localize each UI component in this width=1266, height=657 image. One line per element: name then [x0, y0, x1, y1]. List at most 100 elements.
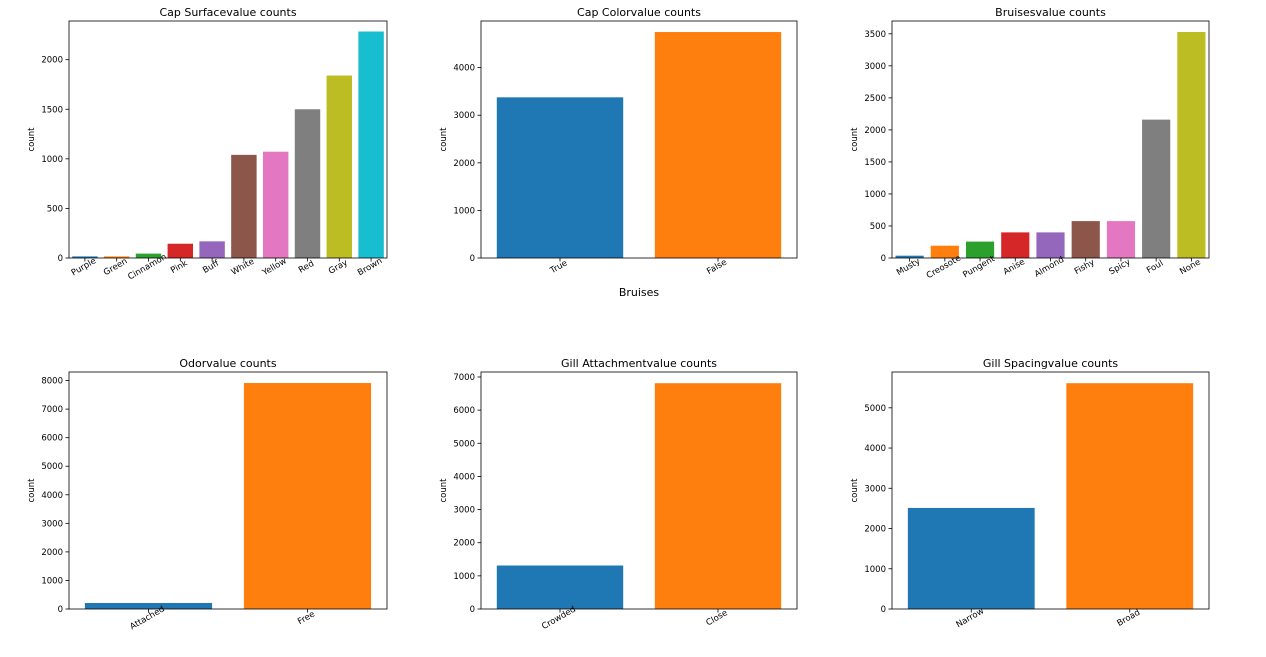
- y-tick-label: 3000: [41, 519, 63, 529]
- y-tick-label: 0: [881, 605, 886, 615]
- x-axis-label: Bruises: [619, 286, 660, 299]
- x-tick-label: Foul: [1145, 259, 1165, 276]
- bar-green: [103, 256, 130, 258]
- y-tick-label: 0: [470, 605, 475, 615]
- x-tick-label: Buff: [201, 258, 222, 276]
- x-tick-label: Close: [704, 608, 729, 628]
- x-tick-label: Gray: [327, 258, 350, 277]
- y-tick-label: 3500: [864, 30, 886, 40]
- y-tick-label: 4000: [453, 64, 475, 74]
- bar-fishy: [1071, 221, 1100, 258]
- x-tick-label: Red: [297, 259, 316, 276]
- y-tick-label: 0: [470, 254, 475, 264]
- axes-frame: [68, 20, 388, 259]
- y-tick-label: 4000: [864, 444, 886, 454]
- chart-title: Gill Attachmentvalue counts: [561, 357, 717, 370]
- x-tick-label: Pink: [169, 259, 189, 277]
- x-tick-label: White: [230, 257, 256, 278]
- x-tick-label: Anise: [1002, 257, 1027, 277]
- x-tick-label: None: [1178, 257, 1202, 277]
- bar-white: [231, 154, 257, 258]
- x-tick-label: False: [705, 258, 728, 277]
- chart-title: Odorvalue counts: [179, 357, 276, 370]
- y-tick-label: 3000: [453, 506, 475, 516]
- y-tick-label: 2000: [453, 159, 475, 169]
- y-tick-label: 4000: [453, 472, 475, 482]
- y-tick-label: 500: [870, 222, 886, 232]
- bar-almond: [1036, 232, 1065, 258]
- y-tick-label: 8000: [41, 377, 63, 387]
- y-tick-label: 2000: [41, 56, 63, 66]
- x-tick-label: Narrow: [955, 606, 986, 630]
- axes-frame: [480, 371, 798, 610]
- x-tick-label: Brown: [356, 256, 384, 278]
- bar-yellow: [262, 151, 289, 258]
- y-tick-label: 2500: [864, 94, 886, 104]
- x-tick-label: Free: [296, 609, 317, 627]
- chart-title: Cap Colorvalue counts: [577, 6, 701, 19]
- y-tick-label: 3000: [864, 484, 886, 494]
- axes-frame: [891, 371, 1210, 610]
- y-tick-label: 2000: [864, 126, 886, 136]
- y-axis-label: count: [27, 127, 37, 152]
- y-tick-label: 6000: [453, 406, 475, 416]
- y-tick-label: 1000: [453, 572, 475, 582]
- subplot-2: 0 1000 2000 3000 4000 True False Cap Colorvalue…: [439, 6, 798, 299]
- bar-crowded: [496, 565, 624, 609]
- axes-frame: [480, 20, 798, 259]
- bar-pink: [167, 243, 194, 258]
- chart-title: Gill Spacingvalue counts: [983, 357, 1119, 370]
- y-tick-label: 3000: [864, 62, 886, 72]
- y-tick-label: 7000: [41, 405, 63, 415]
- x-tick-label: Musty: [895, 257, 922, 278]
- y-tick-label: 4000: [41, 491, 63, 501]
- bar-false: [654, 32, 782, 258]
- bar-none: [1177, 32, 1206, 258]
- y-tick-label: 1000: [864, 565, 886, 575]
- bar-attached: [84, 603, 213, 609]
- bar-pungent: [965, 241, 995, 258]
- bar-gray: [326, 75, 353, 258]
- bar-true: [496, 97, 624, 258]
- bar-free: [243, 383, 372, 609]
- bar-cinnamon: [135, 253, 162, 258]
- y-tick-label: 5000: [453, 439, 475, 449]
- y-tick-label: 1000: [41, 155, 63, 165]
- y-tick-label: 3000: [453, 111, 475, 121]
- y-tick-label: 2000: [864, 525, 886, 535]
- y-tick-label: 0: [58, 254, 63, 264]
- y-tick-label: 5000: [864, 404, 886, 414]
- chart-title: Cap Surfacevalue counts: [159, 6, 296, 19]
- y-axis-label: count: [27, 478, 37, 503]
- y-tick-label: 1000: [864, 190, 886, 200]
- y-axis-label: count: [439, 127, 449, 152]
- x-tick-label: Green: [102, 257, 129, 279]
- y-tick-label: 2000: [453, 539, 475, 549]
- bar-buff: [199, 241, 225, 258]
- x-tick-label: True: [548, 258, 570, 276]
- bar-close: [654, 383, 782, 609]
- x-tick-label: Fishy: [1073, 258, 1097, 277]
- bar-foul: [1142, 119, 1171, 258]
- y-tick-label: 7000: [453, 373, 475, 383]
- y-tick-label: 1500: [864, 158, 886, 168]
- axes-frame: [68, 371, 388, 610]
- bar-purple: [72, 256, 98, 258]
- x-tick-label: Yellow: [260, 256, 289, 278]
- y-tick-label: 500: [47, 204, 63, 214]
- y-tick-label: 0: [881, 254, 886, 264]
- bar-broad: [1066, 383, 1194, 609]
- y-tick-label: 1000: [41, 576, 63, 586]
- y-axis-label: count: [850, 127, 860, 152]
- bar-musty: [895, 255, 924, 258]
- x-tick-label: Broad: [1115, 608, 1142, 629]
- bar-anise: [1001, 232, 1030, 258]
- bar-red: [294, 109, 321, 258]
- subplot-6: 0 1000 2000 3000 4000 5000 Narrow Broad Gill Spa…: [850, 357, 1210, 630]
- chart-title: Bruisesvalue counts: [995, 6, 1106, 19]
